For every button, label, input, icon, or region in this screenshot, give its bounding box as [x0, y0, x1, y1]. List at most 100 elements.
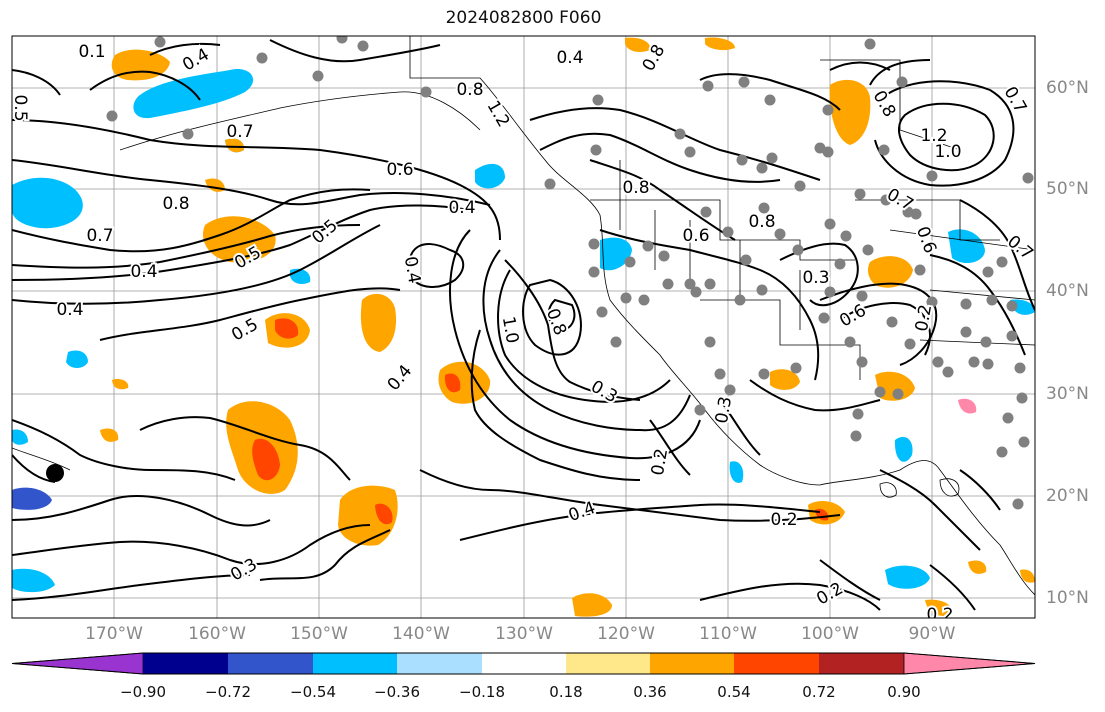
colorbar-bin	[819, 653, 904, 674]
station-dot	[942, 366, 954, 378]
station-dot	[1016, 392, 1028, 404]
station-dot	[822, 146, 834, 158]
station-dot	[736, 154, 748, 166]
contour-label: 1.0	[934, 142, 961, 162]
station-dot	[674, 128, 686, 140]
lat-label-50n: 50°N	[1046, 179, 1089, 199]
lon-label-90w: 90°W	[908, 624, 956, 644]
contour-label: 0.3	[802, 268, 829, 288]
station-dot	[1018, 436, 1030, 448]
station-dot	[824, 286, 836, 298]
contour-label: 0.6	[682, 226, 709, 246]
station-dot	[624, 256, 636, 268]
station-dot	[986, 294, 998, 306]
station-dot	[982, 358, 994, 370]
contour-label: 0.4	[130, 262, 157, 282]
station-dot	[336, 36, 348, 44]
contour-label: 0.3	[712, 395, 736, 425]
station-dot	[850, 430, 862, 442]
station-dot	[690, 286, 702, 298]
station-dot	[834, 258, 846, 270]
station-dot	[588, 266, 600, 278]
station-dot	[822, 104, 834, 116]
contour-label: 0.4	[448, 198, 475, 218]
station-dot	[734, 294, 746, 306]
station-dot	[756, 162, 768, 174]
station-dot	[996, 446, 1008, 458]
contour-label: 0.8	[162, 194, 189, 214]
station-dot	[312, 70, 324, 82]
contour-label: 0.6	[386, 160, 413, 180]
station-dot	[758, 202, 770, 214]
lon-label-100w: 100°W	[801, 624, 859, 644]
station-dot	[910, 208, 922, 220]
colorbar-tick: 0.90	[887, 683, 921, 701]
lat-label-20n: 20°N	[1046, 486, 1089, 506]
station-dot	[864, 38, 876, 50]
station-dot	[844, 336, 856, 348]
lat-label-40n: 40°N	[1046, 281, 1089, 301]
lon-label-130w: 130°W	[495, 624, 553, 644]
lon-label-170w: 170°W	[85, 624, 143, 644]
station-dot	[880, 194, 892, 206]
station-dot	[766, 152, 778, 164]
marker-dot	[46, 464, 64, 482]
contour-label: 0.8	[622, 178, 649, 198]
contour-label: 0.4	[556, 48, 583, 68]
contour-label: 0.7	[86, 226, 113, 246]
colorbar-tick: 0.72	[802, 683, 836, 701]
station-dot	[420, 86, 432, 98]
colorbar-bin	[397, 653, 482, 674]
colorbar-bin	[650, 653, 734, 674]
station-dot	[764, 94, 776, 106]
station-dot	[357, 40, 369, 52]
station-dot	[588, 238, 600, 250]
lat-label-60n: 60°N	[1046, 78, 1089, 98]
station-dot	[182, 128, 194, 140]
station-dot	[792, 244, 804, 256]
station-dot	[638, 294, 650, 306]
station-dot	[878, 144, 890, 156]
station-dot	[886, 316, 898, 328]
station-dot	[926, 170, 938, 182]
colorbar-bin	[482, 653, 566, 674]
station-dot	[840, 230, 852, 242]
colorbar-bin	[313, 653, 397, 674]
station-dot	[1006, 300, 1018, 312]
station-dot	[960, 298, 972, 310]
lon-label-140w: 140°W	[392, 624, 450, 644]
lon-label-160w: 160°W	[188, 624, 246, 644]
station-dot	[1006, 330, 1018, 342]
station-dot	[658, 250, 670, 262]
lat-label-30n: 30°N	[1046, 384, 1089, 404]
colorbar-extend-high	[903, 652, 1036, 675]
contour-label: 0.8	[748, 212, 775, 232]
colorbar-tick: 0.54	[717, 683, 751, 701]
lat-label-10n: 10°N	[1046, 588, 1089, 608]
colorbar	[11, 652, 1036, 675]
station-dot	[700, 206, 712, 218]
map-frame	[11, 35, 1036, 619]
station-dot	[960, 326, 972, 338]
contours	[12, 39, 1035, 611]
station-dot	[896, 76, 908, 88]
station-dot	[1014, 362, 1026, 374]
station-dot	[892, 388, 904, 400]
lon-label-110w: 110°W	[699, 624, 757, 644]
station-dot	[740, 254, 752, 266]
colorbar-tick: −0.72	[205, 683, 251, 701]
colorbar-tick: −0.54	[290, 683, 336, 701]
station-dot	[874, 386, 886, 398]
station-dot	[854, 188, 866, 200]
station-dot	[852, 408, 864, 420]
station-dot	[982, 266, 994, 278]
station-dot	[256, 52, 268, 64]
station-dot	[662, 278, 674, 290]
station-dot	[642, 240, 654, 252]
colorbar-outline	[11, 652, 1036, 675]
station-dot	[1022, 172, 1034, 184]
station-dot	[702, 80, 714, 92]
colorbar-tick: −0.36	[374, 683, 420, 701]
map-title: 2024082800 F060	[445, 8, 602, 28]
